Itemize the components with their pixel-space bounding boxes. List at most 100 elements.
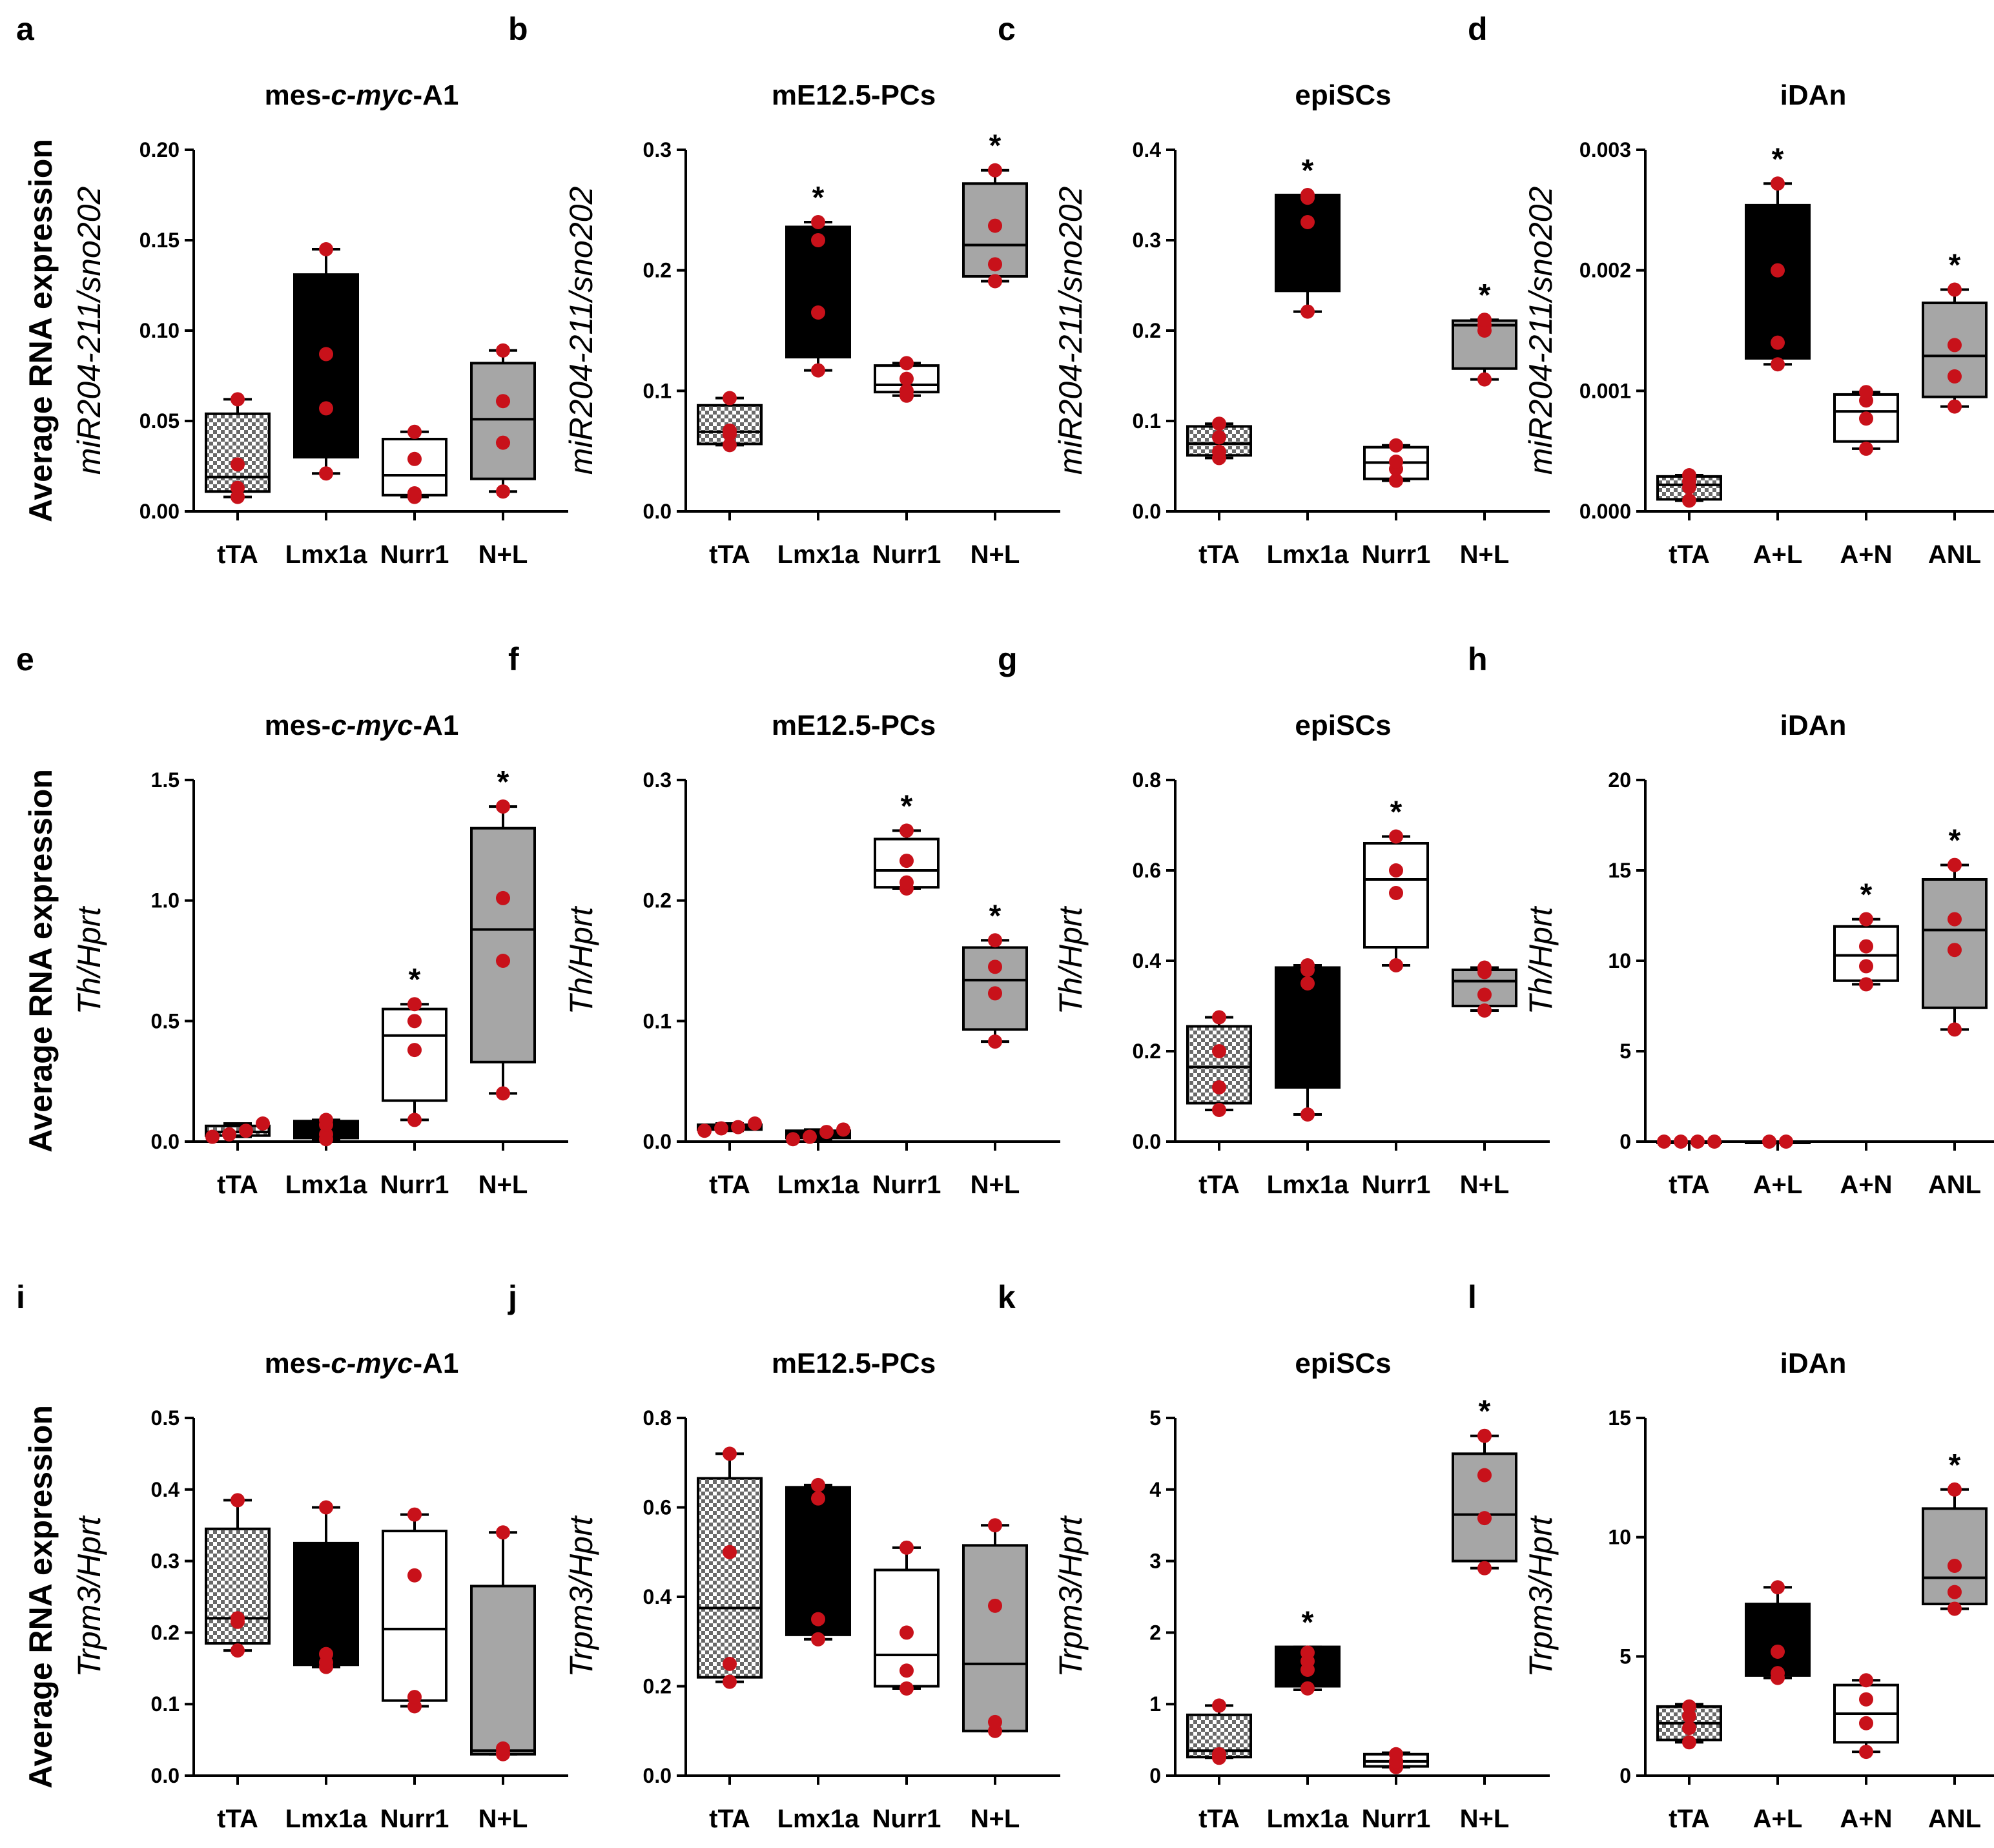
data-point bbox=[1300, 1681, 1315, 1696]
data-point bbox=[496, 484, 510, 499]
title-part: iDAn bbox=[1780, 79, 1847, 111]
panel-title: iDAn bbox=[1780, 710, 1847, 741]
y-tick-label: 0.2 bbox=[643, 259, 672, 282]
y-tick-label: 15 bbox=[1608, 1406, 1631, 1430]
y-tick-label: 0.3 bbox=[1133, 229, 1161, 252]
data-point bbox=[407, 1113, 422, 1127]
significance-star: * bbox=[1479, 278, 1491, 313]
data-point bbox=[319, 1647, 333, 1661]
x-tick-label: A+N bbox=[1840, 540, 1892, 569]
box-tTA bbox=[1656, 1699, 1722, 1750]
data-point bbox=[1477, 1428, 1492, 1443]
data-point bbox=[988, 986, 1002, 1001]
y-axis-label: Th/Hprt bbox=[1053, 906, 1089, 1015]
box-tTA bbox=[1186, 416, 1252, 466]
box-N+L: * bbox=[470, 765, 536, 1101]
significance-star: * bbox=[1949, 824, 1961, 858]
box-Lmx1a bbox=[785, 1122, 851, 1147]
significance-star: * bbox=[901, 789, 913, 823]
data-point bbox=[1657, 1134, 1671, 1149]
data-point bbox=[407, 1043, 422, 1058]
x-tick-label: Lmx1a bbox=[1267, 1171, 1349, 1199]
box-tTA bbox=[205, 392, 271, 504]
data-point bbox=[1859, 1692, 1873, 1707]
data-point bbox=[231, 457, 245, 472]
box-Lmx1a bbox=[785, 1477, 851, 1647]
panel-title: mes-c-myc-A1 bbox=[265, 1348, 459, 1379]
significance-star: * bbox=[812, 181, 825, 215]
y-tick-label: 0.001 bbox=[1579, 379, 1631, 402]
x-tick-label: Nurr1 bbox=[1362, 540, 1431, 569]
data-point bbox=[811, 215, 825, 229]
data-point bbox=[1212, 1080, 1226, 1094]
data-point bbox=[319, 242, 333, 256]
data-point bbox=[1389, 886, 1403, 900]
x-tick-label: Nurr1 bbox=[380, 540, 449, 569]
data-point bbox=[1859, 411, 1873, 426]
y-tick-label: 1.0 bbox=[151, 889, 180, 912]
data-point bbox=[1948, 943, 1962, 958]
data-point bbox=[1859, 1745, 1873, 1760]
data-point bbox=[1300, 1645, 1315, 1660]
x-tick-label: Nurr1 bbox=[1362, 1171, 1431, 1199]
panel-title: mes-c-myc-A1 bbox=[265, 79, 459, 111]
y-tick-label: 0 bbox=[1619, 1130, 1631, 1153]
data-point bbox=[1859, 441, 1873, 456]
data-point bbox=[1477, 1468, 1492, 1483]
title-part: mes- bbox=[265, 1348, 331, 1379]
data-point bbox=[1771, 263, 1785, 278]
data-point bbox=[1948, 399, 1962, 414]
data-point bbox=[1859, 1716, 1873, 1730]
box-N+L: * bbox=[1452, 278, 1517, 387]
data-point bbox=[222, 1127, 236, 1142]
y-tick-label: 0.3 bbox=[151, 1550, 180, 1573]
y-tick-label: 0.3 bbox=[643, 768, 672, 792]
data-point bbox=[988, 1034, 1002, 1049]
data-point bbox=[811, 1477, 825, 1492]
y-tick-label: 0.2 bbox=[643, 1675, 672, 1698]
data-point bbox=[1212, 1044, 1226, 1058]
y-tick-label: 0.00 bbox=[139, 500, 180, 523]
title-part: c-myc bbox=[331, 710, 413, 741]
box-tTA bbox=[697, 391, 763, 453]
box-Nurr1 bbox=[1363, 438, 1429, 488]
panel-d: d iDAn miR204-211/sno202 0.000 0.001 0.002 0.0… bbox=[1468, 11, 1994, 569]
data-point bbox=[319, 1113, 333, 1127]
data-point bbox=[1859, 977, 1873, 992]
x-tick-label: tTA bbox=[217, 540, 258, 569]
x-tick-label: N+L bbox=[971, 1805, 1020, 1833]
data-point bbox=[496, 1741, 510, 1756]
data-point bbox=[988, 1518, 1002, 1533]
data-point bbox=[231, 1643, 245, 1658]
data-point bbox=[1300, 1107, 1315, 1122]
data-point bbox=[1300, 215, 1315, 229]
data-point bbox=[1300, 958, 1315, 972]
data-point bbox=[1779, 1134, 1793, 1149]
significance-star: * bbox=[1949, 1448, 1961, 1483]
y-tick-label: 0.0 bbox=[643, 1764, 672, 1787]
box-ANL: * bbox=[1922, 1448, 1988, 1616]
data-point bbox=[1300, 304, 1315, 319]
box-tTA bbox=[697, 1446, 763, 1689]
data-point bbox=[803, 1129, 817, 1144]
data-point bbox=[899, 1681, 914, 1696]
data-point bbox=[1300, 976, 1315, 991]
box-ANL: * bbox=[1922, 824, 1988, 1037]
box-Nurr1 bbox=[382, 1507, 447, 1714]
y-tick-label: 0.4 bbox=[1133, 949, 1162, 972]
data-point bbox=[1771, 335, 1785, 350]
data-point bbox=[811, 233, 825, 247]
y-tick-label: 0 bbox=[1619, 1764, 1631, 1787]
data-point bbox=[1948, 912, 1962, 927]
box-tTA bbox=[1186, 1698, 1252, 1765]
data-point bbox=[1389, 1747, 1403, 1761]
x-tick-label: N+L bbox=[478, 1171, 528, 1199]
x-tick-label: Nurr1 bbox=[1362, 1805, 1431, 1833]
data-point bbox=[723, 391, 737, 406]
data-point bbox=[1389, 958, 1403, 972]
x-tick-label: A+N bbox=[1840, 1171, 1892, 1199]
data-point bbox=[231, 1611, 245, 1626]
panel-letter: a bbox=[16, 11, 35, 47]
data-point bbox=[1691, 1134, 1705, 1149]
data-point bbox=[1389, 455, 1403, 469]
